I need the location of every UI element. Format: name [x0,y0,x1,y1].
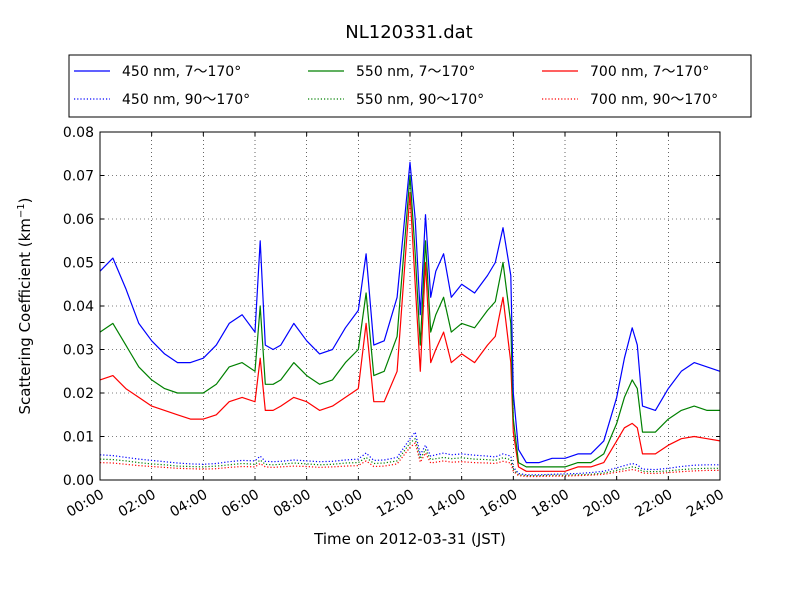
legend-frame [68,54,752,118]
y-tick-label: 0.02 [63,386,94,402]
y-tick-label: 0.08 [63,125,94,141]
chart-title: NL120331.dat [345,22,472,43]
y-axis-label-superscript: −1 [16,203,27,218]
y-axis-label-close: ) [16,197,34,203]
series-line-3 [99,438,720,477]
y-axis-label-main: Scattering Coefficient (km [16,218,34,414]
grid-lines [100,132,720,480]
y-tick-label: 0.01 [63,430,94,446]
x-axis-label: Time on 2012-03-31 (JST) [313,530,506,548]
legend-label-1: 450 nm, 90～170° [122,92,250,108]
series-layer [99,161,721,478]
legend: 450 nm, 7～170° 450 nm, 90～170° 550 nm, 7～1… [68,54,752,118]
y-tick-label: 0.06 [63,212,94,228]
series-line-2 [99,174,720,468]
legend-label-0: 450 nm, 7～170° [122,64,241,80]
legend-label-5: 700 nm, 90～170° [590,92,718,108]
series-line-5 [99,442,720,478]
y-tick-label: 0.07 [63,169,94,185]
legend-label-2: 550 nm, 7～170° [356,64,475,80]
series-line-0 [99,161,721,464]
y-tick-label: 0.04 [63,299,94,315]
y-axis-label: Scattering Coefficient (km−1) [16,197,34,414]
y-tick-label: 0.00 [63,473,94,489]
legend-label-3: 550 nm, 90～170° [356,92,484,108]
y-tick-label: 0.03 [63,343,94,359]
series-line-4 [99,192,721,472]
legend-label-4: 700 nm, 7～170° [590,64,709,80]
y-tick-label: 0.05 [63,256,94,272]
